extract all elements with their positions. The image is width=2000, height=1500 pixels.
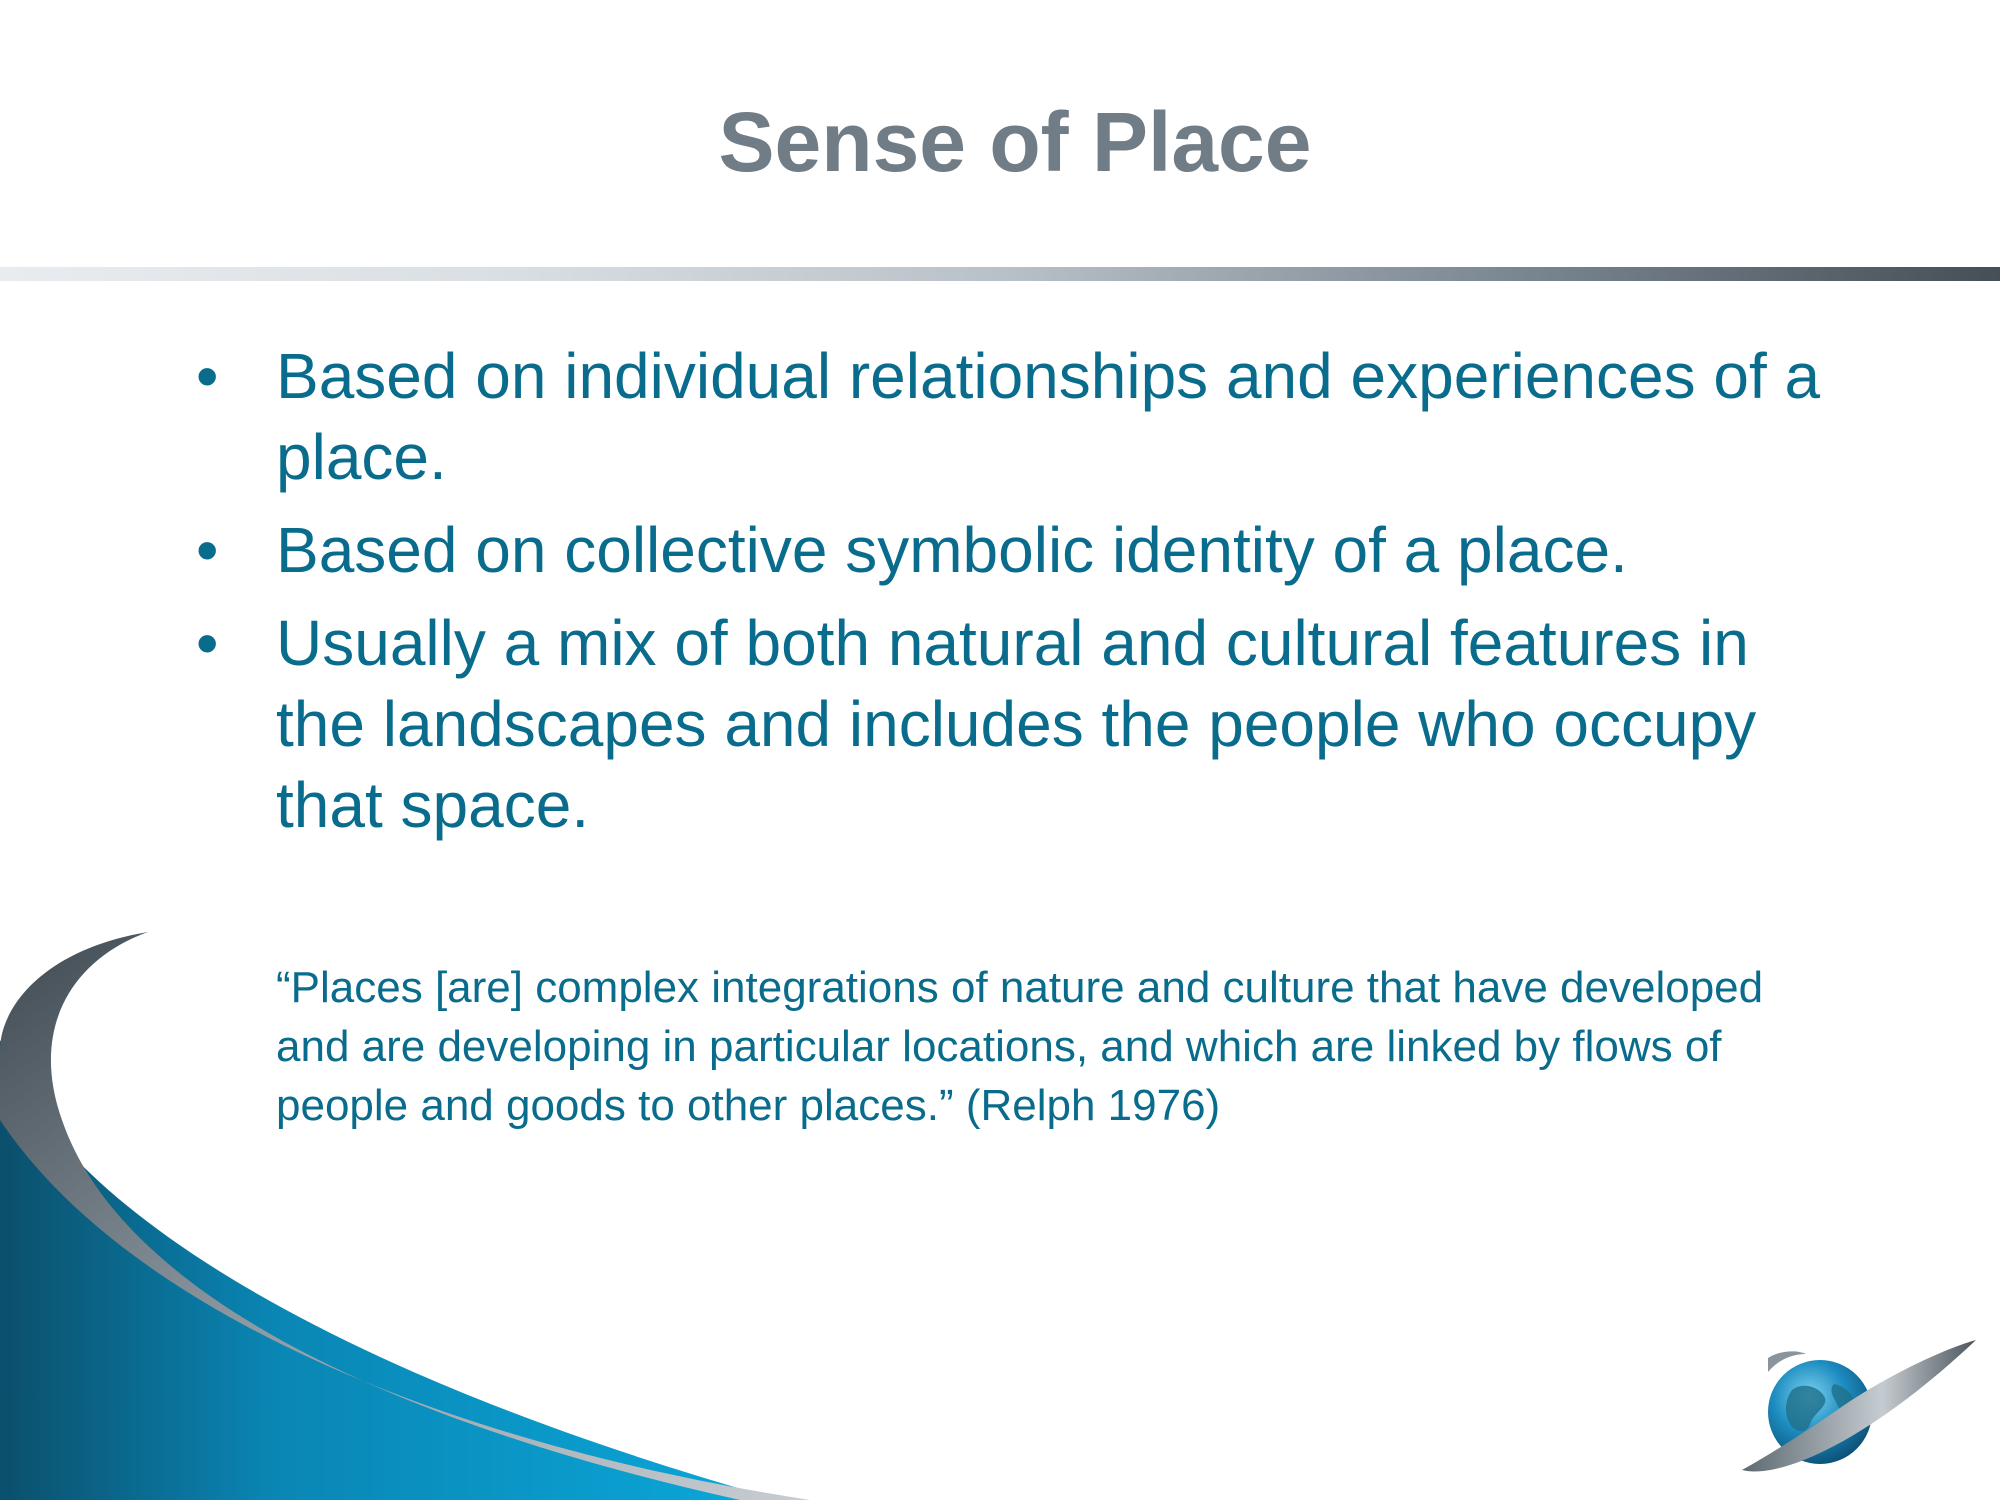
title-divider <box>0 267 2000 281</box>
bullet-text: Based on individual relationships and ex… <box>276 340 1821 493</box>
relph-quote: “Places [are] complex integrations of na… <box>276 963 1764 1130</box>
slide-title: Sense of Place <box>718 95 1312 189</box>
bullet-item: • Based on individual relationships and … <box>196 336 1836 498</box>
bullet-marker: • <box>196 514 219 586</box>
bullet-marker: • <box>196 607 219 679</box>
bullet-text: Based on collective symbolic identity of… <box>276 514 1628 586</box>
globe-logo-icon <box>1742 1340 1976 1472</box>
bullet-item: • Usually a mix of both natural and cult… <box>196 603 1836 846</box>
bullet-list: • Based on individual relationships and … <box>196 336 1836 858</box>
bullet-marker: • <box>196 340 219 412</box>
bullet-text: Usually a mix of both natural and cultur… <box>276 607 1757 841</box>
bullet-item: • Based on collective symbolic identity … <box>196 510 1836 591</box>
